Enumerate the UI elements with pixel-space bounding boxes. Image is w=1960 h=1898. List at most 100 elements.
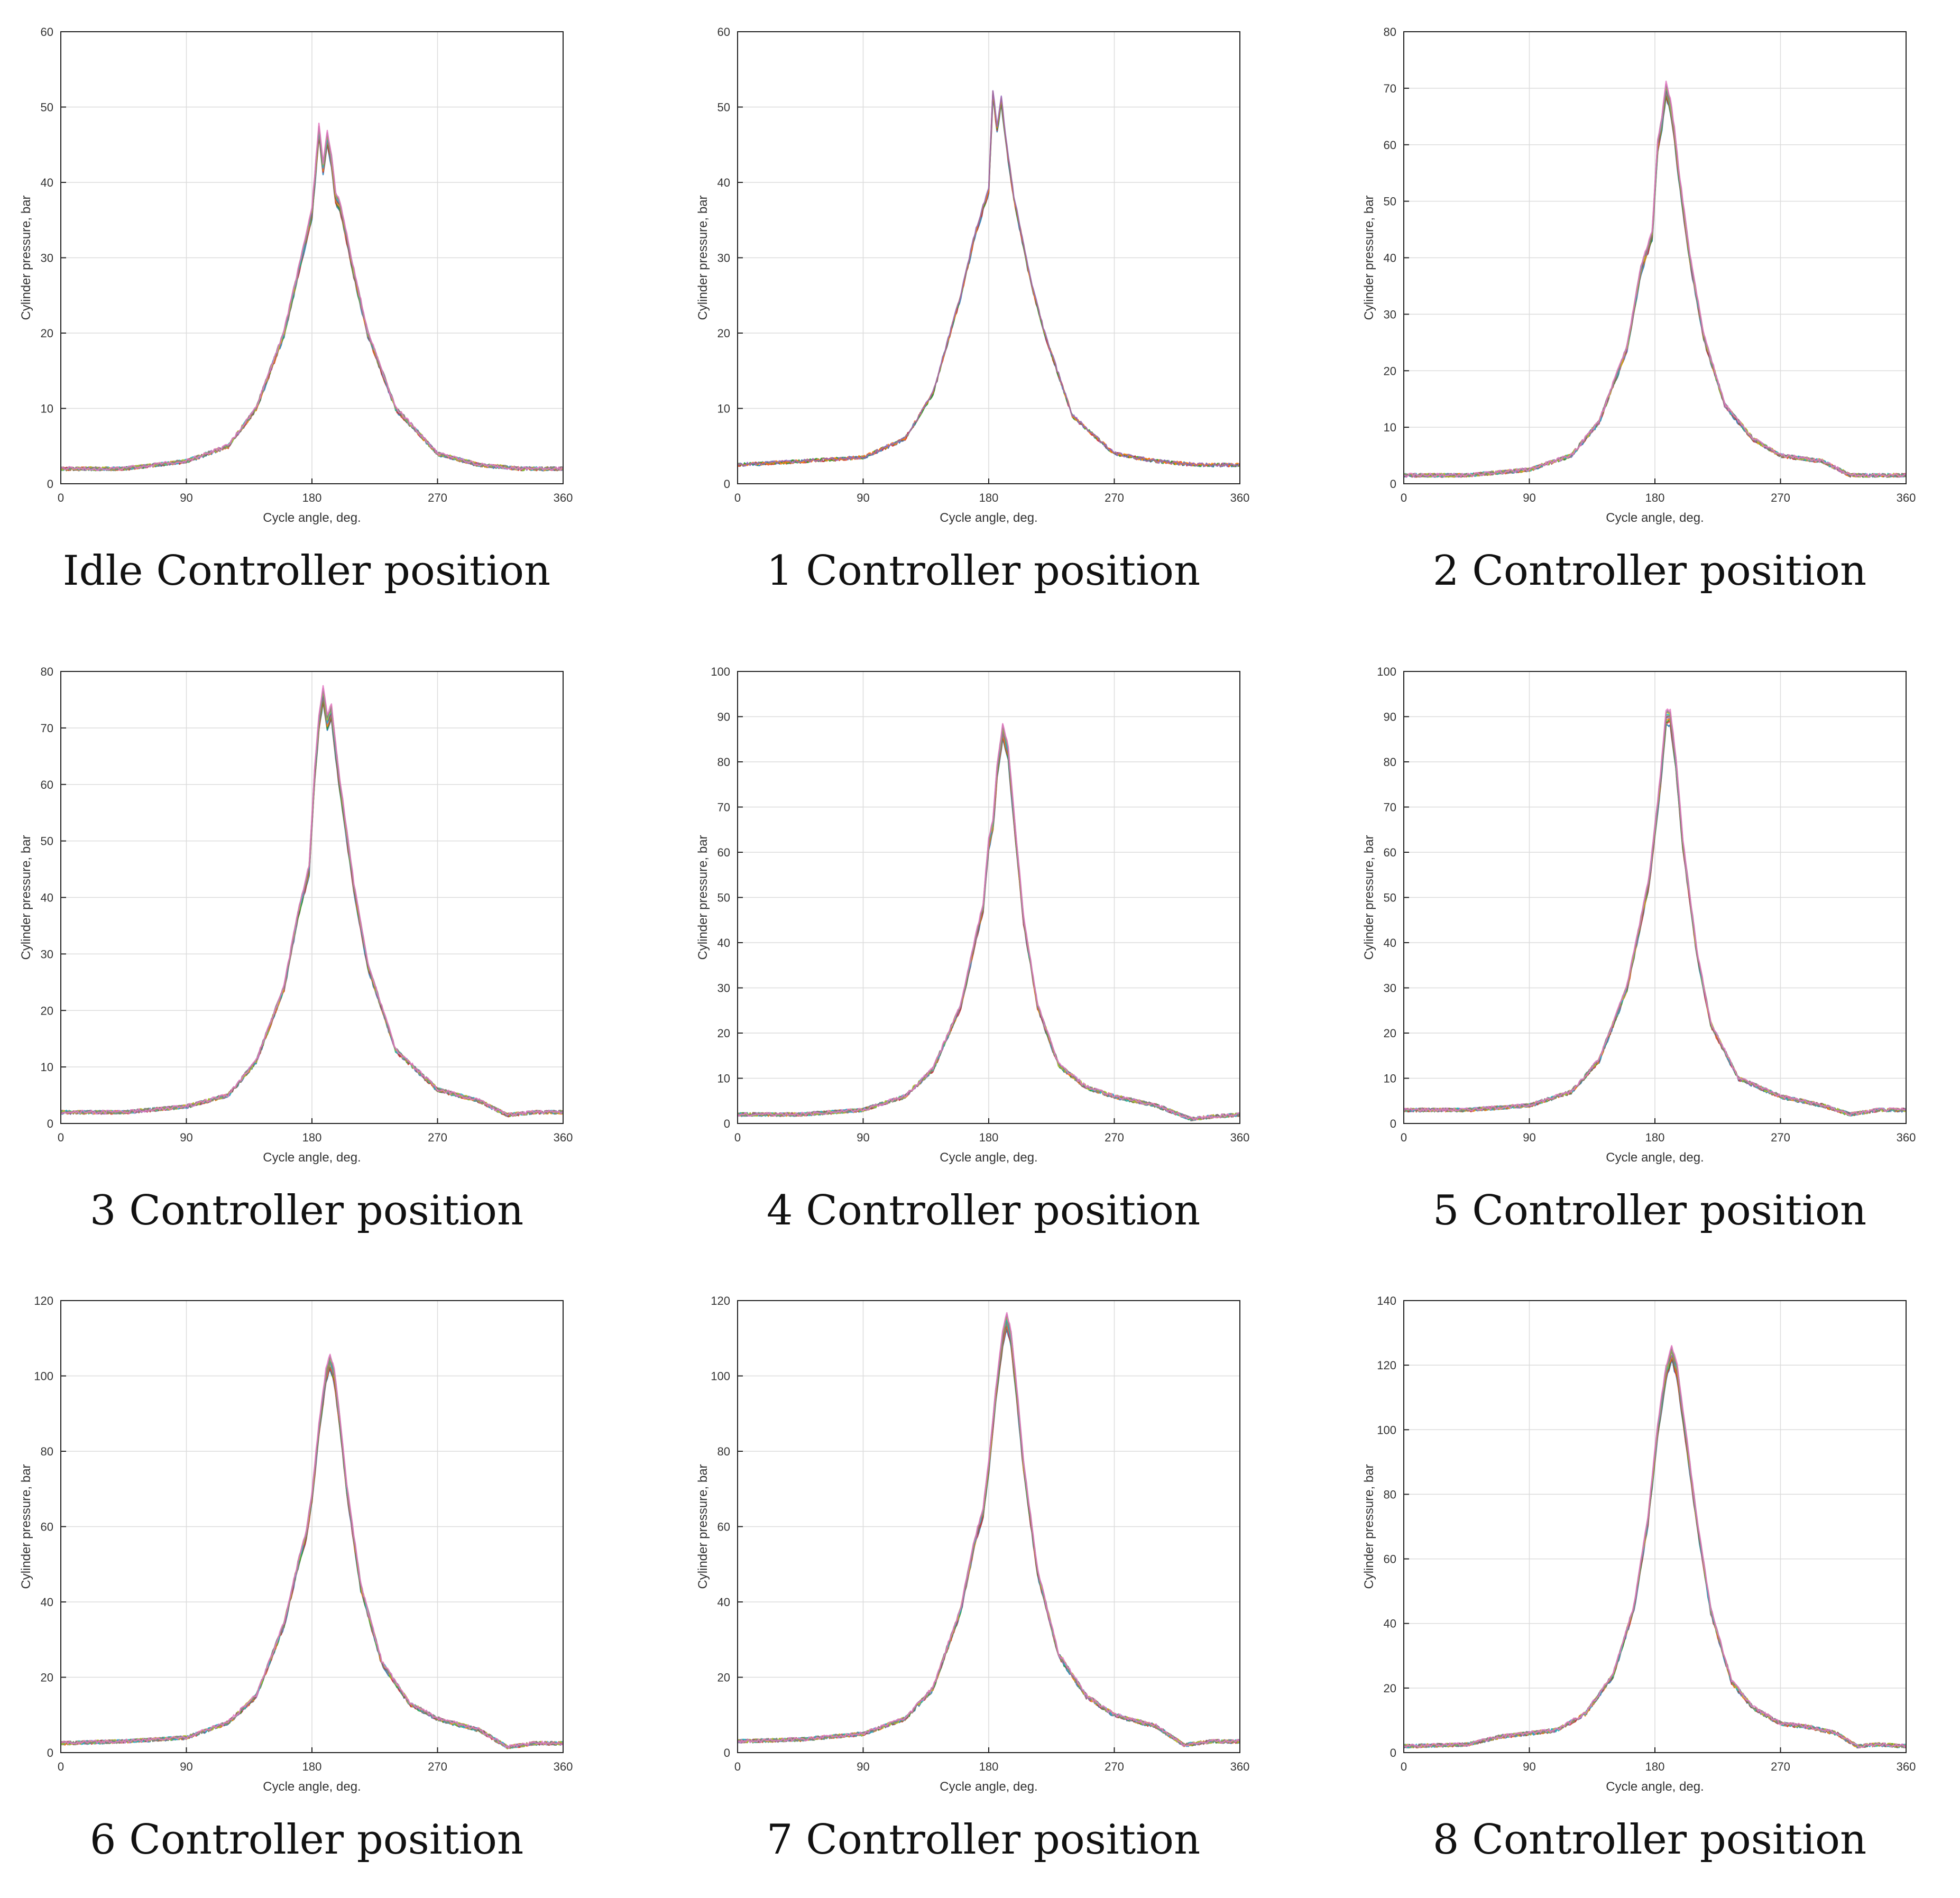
x-tick-label: 270 [428, 491, 447, 504]
series-line [60, 685, 564, 1117]
y-tick-label: 50 [41, 101, 53, 114]
y-tick-label: 0 [47, 477, 53, 491]
x-tick-label: 0 [58, 1760, 64, 1773]
y-tick-label: 10 [1384, 1072, 1396, 1085]
chart-svg: 0 90 180 270 360 0 10 20 30 40 50 60 Cycle angle, de… [19, 25, 573, 525]
x-tick-label: 360 [554, 1131, 573, 1144]
y-tick-label: 40 [1384, 1617, 1396, 1630]
x-tick-label: 180 [979, 491, 999, 504]
x-tick-label: 360 [1897, 1760, 1916, 1773]
y-tick-label: 90 [717, 711, 730, 724]
y-tick-label: 140 [1377, 1294, 1396, 1307]
chart-panel: 0 90 180 270 360 0 10 20 30 40 50 60 70 80 90 100 Cycle … [687, 656, 1280, 1269]
y-tick-label: 80 [1384, 755, 1396, 769]
y-tick-label: 80 [717, 755, 730, 769]
x-axis-title: Cycle angle, deg. [1606, 1780, 1704, 1794]
x-tick-label: 270 [1105, 491, 1124, 504]
x-tick-label: 180 [302, 1131, 322, 1144]
x-tick-label: 90 [857, 491, 869, 504]
chart-caption: 6 Controller position [89, 1816, 524, 1864]
y-tick-label: 90 [1384, 711, 1396, 724]
y-tick-label: 30 [717, 252, 730, 265]
x-tick-label: 360 [1230, 1760, 1250, 1773]
y-tick-label: 70 [717, 801, 730, 814]
y-tick-label: 60 [717, 846, 730, 859]
y-tick-label: 30 [1384, 308, 1396, 321]
y-tick-label: 40 [41, 891, 53, 905]
x-tick-label: 0 [734, 491, 741, 504]
y-tick-label: 20 [1384, 1682, 1396, 1695]
y-tick-label: 0 [724, 477, 730, 491]
y-tick-label: 0 [724, 1746, 730, 1759]
x-tick-label: 90 [1523, 491, 1535, 504]
x-tick-label: 360 [1897, 1131, 1916, 1144]
y-tick-label: 0 [1390, 1746, 1396, 1759]
y-tick-label: 10 [1384, 421, 1396, 434]
chart-svg: 0 90 180 270 360 0 20 40 60 80 100 120 Cycle angle, … [19, 1294, 573, 1794]
x-tick-label: 0 [1401, 1760, 1407, 1773]
y-tick-label: 20 [41, 327, 53, 340]
y-tick-label: 30 [41, 252, 53, 265]
y-tick-label: 120 [34, 1294, 53, 1307]
y-tick-label: 70 [1384, 801, 1396, 814]
y-tick-label: 50 [41, 835, 53, 848]
y-axis-title: Cylinder pressure, bar [1362, 835, 1376, 960]
y-axis-title: Cylinder pressure, bar [19, 195, 33, 320]
y-axis-title: Cylinder pressure, bar [1362, 1464, 1376, 1589]
x-tick-label: 270 [428, 1760, 447, 1773]
x-tick-label: 0 [734, 1760, 741, 1773]
y-axis-title: Cylinder pressure, bar [696, 835, 710, 960]
chart-panel: 0 90 180 270 360 0 10 20 30 40 50 60 Cycle angle, de… [687, 16, 1280, 629]
x-tick-label: 0 [734, 1131, 741, 1144]
y-tick-label: 40 [1384, 252, 1396, 265]
x-tick-label: 270 [1105, 1131, 1124, 1144]
y-axis-title: Cylinder pressure, bar [1362, 195, 1376, 320]
y-tick-label: 20 [717, 1671, 730, 1684]
y-tick-label: 50 [717, 891, 730, 905]
x-tick-label: 360 [1897, 491, 1916, 504]
x-tick-label: 0 [58, 491, 64, 504]
y-tick-label: 60 [717, 25, 730, 39]
chart-caption: 7 Controller position [766, 1816, 1201, 1864]
y-tick-label: 120 [1377, 1359, 1396, 1372]
chart-panel: 0 90 180 270 360 0 20 40 60 80 100 120 Cycle angle, … [11, 1285, 603, 1898]
chart-panel: 0 90 180 270 360 0 10 20 30 40 50 60 70 80 90 100 Cycle … [1354, 656, 1946, 1269]
y-tick-label: 40 [717, 936, 730, 950]
y-tick-label: 10 [41, 1061, 53, 1074]
x-tick-label: 270 [1771, 491, 1790, 504]
y-axis-title: Cylinder pressure, bar [19, 835, 33, 960]
x-tick-label: 90 [180, 1760, 192, 1773]
x-tick-label: 180 [979, 1131, 999, 1144]
y-tick-label: 50 [1384, 891, 1396, 905]
x-axis-title: Cycle angle, deg. [940, 1150, 1037, 1165]
y-tick-label: 20 [1384, 364, 1396, 377]
y-tick-label: 80 [1384, 25, 1396, 39]
y-tick-label: 10 [41, 402, 53, 416]
chart-panel: 0 90 180 270 360 0 10 20 30 40 50 60 70 80 Cycle angle… [11, 656, 603, 1269]
y-tick-label: 80 [717, 1445, 730, 1458]
y-tick-label: 60 [41, 25, 53, 39]
x-tick-label: 90 [180, 491, 192, 504]
chart-panel: 0 90 180 270 360 0 20 40 60 80 100 120 140 Cycle angl… [1354, 1285, 1946, 1898]
x-tick-label: 0 [1401, 491, 1407, 504]
y-tick-label: 80 [41, 665, 53, 678]
x-tick-label: 360 [1230, 491, 1250, 504]
x-tick-label: 0 [58, 1131, 64, 1144]
series-line [1403, 708, 1907, 1117]
series-line [737, 723, 1240, 1121]
y-tick-label: 0 [1390, 477, 1396, 491]
y-tick-label: 40 [717, 1596, 730, 1609]
x-tick-label: 180 [1645, 1131, 1665, 1144]
y-tick-label: 10 [717, 402, 730, 416]
x-axis-title: Cycle angle, deg. [1606, 511, 1704, 525]
chart-panel: 0 90 180 270 360 0 10 20 30 40 50 60 Cycle angle, de… [11, 16, 603, 629]
x-tick-label: 270 [1771, 1760, 1790, 1773]
chart-panel: 0 90 180 270 360 0 10 20 30 40 50 60 70 80 Cycle angle… [1354, 16, 1946, 629]
chart-caption: 3 Controller position [89, 1187, 524, 1234]
y-tick-label: 0 [724, 1117, 730, 1130]
x-tick-label: 90 [857, 1760, 869, 1773]
series-line [737, 1312, 1240, 1747]
y-tick-label: 100 [1377, 1423, 1396, 1436]
y-tick-label: 20 [41, 1671, 53, 1684]
